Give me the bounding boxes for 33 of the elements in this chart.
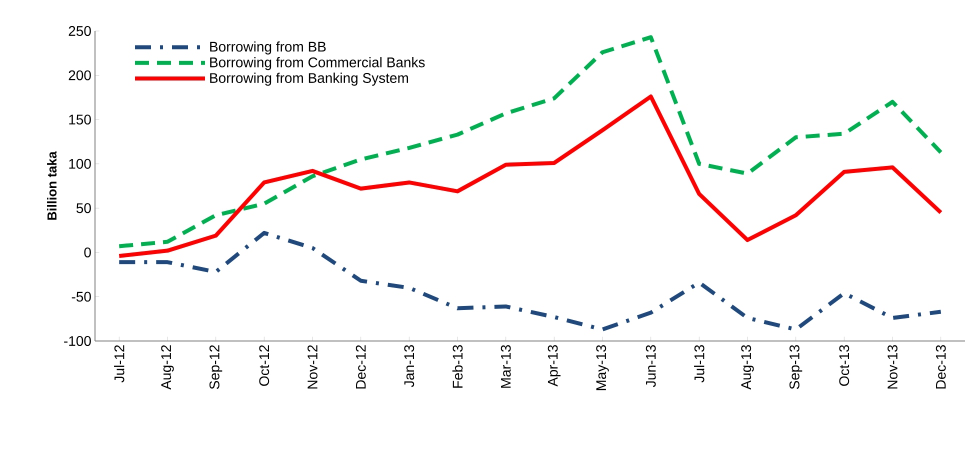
legend-label: Borrowing from Commercial Banks (210, 57, 425, 70)
x-tick-label: Dec-13 (936, 345, 946, 389)
line-series (117, 230, 943, 332)
x-tick-label: Sep-12 (209, 345, 222, 390)
x-tick-label: Nov-13 (888, 345, 898, 389)
x-tick-label: Aug-13 (741, 345, 754, 390)
y-tick-label: 0 (84, 247, 91, 258)
x-tick-label: Dec-12 (356, 345, 366, 389)
legend-label: Borrowing from Banking System (210, 72, 408, 86)
y-tick-label: 100 (69, 158, 91, 169)
y-tick-label: -100 (64, 336, 91, 346)
legend-label: Borrowing from BB (210, 41, 326, 54)
x-tick-label: May-13 (596, 345, 609, 390)
x-tick-label: Aug-12 (161, 345, 174, 390)
y-tick-label: 250 (68, 26, 91, 36)
x-tick-label: Apr-13 (548, 345, 561, 387)
x-tick-label: Oct-12 (259, 345, 270, 386)
y-tick-label: -50 (72, 292, 91, 302)
y-tick-label: 200 (68, 70, 91, 80)
line-series (117, 94, 943, 258)
x-tick-label: Sep-13 (789, 345, 802, 390)
x-tick-label: Oct-13 (839, 345, 850, 386)
x-tick-label: Jun-13 (646, 345, 656, 388)
x-tick-label: Nov-12 (308, 345, 318, 389)
x-tick-label: Feb-13 (452, 345, 463, 388)
y-tick-label: 150 (69, 114, 91, 125)
x-tick-label: Mar-13 (500, 345, 511, 388)
x-tick-label: Jul-13 (694, 345, 704, 382)
line-series (117, 35, 943, 248)
x-tick-label: Jan-13 (404, 345, 414, 388)
x-tick-label: Jul-12 (114, 345, 124, 382)
y-tick-label: 50 (76, 203, 91, 214)
y-axis-title: Billion taka (47, 151, 57, 220)
